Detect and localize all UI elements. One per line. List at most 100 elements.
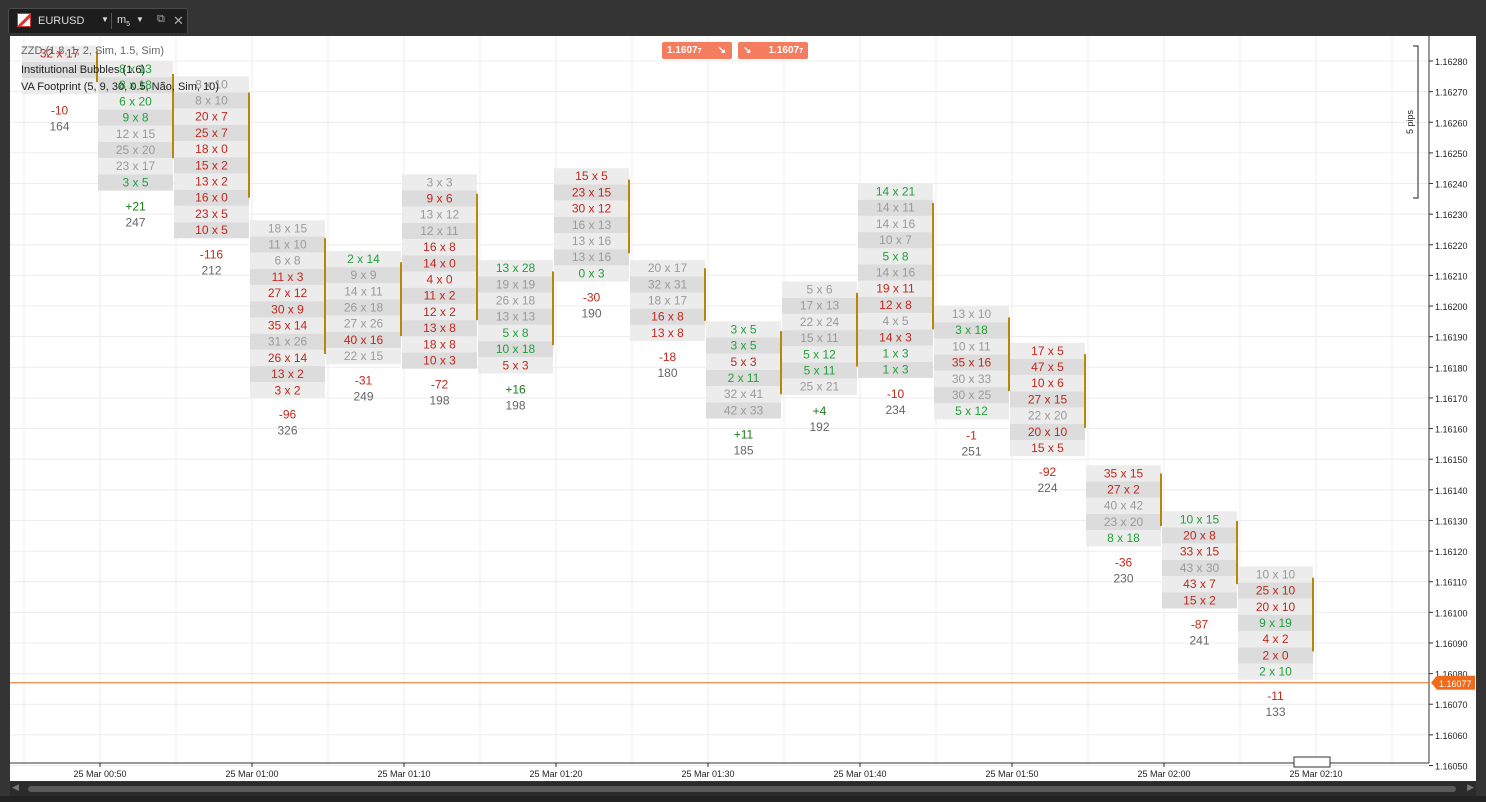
bar-volume: 190 <box>581 307 601 321</box>
footprint-cell-text: 10 x 15 <box>1180 512 1220 526</box>
symbol-label[interactable]: EURUSD <box>38 15 85 27</box>
x-axis-label: 25 Mar 01:40 <box>833 769 886 779</box>
scroll-left-icon[interactable]: ◀ <box>12 782 19 792</box>
current-price-marker <box>1431 675 1475 690</box>
footprint-cell <box>250 382 325 399</box>
footprint-cell <box>1086 481 1161 498</box>
footprint-cell <box>250 285 325 302</box>
footprint-cell <box>1238 614 1313 632</box>
footprint-cell-text: 26 x 14 <box>268 351 308 365</box>
legend-institutional-bubbles[interactable]: Institutional Bubbles (1.6) <box>21 64 146 76</box>
footprint-cell-text: 8 x 18 <box>1107 531 1140 545</box>
bar-delta: -31 <box>355 373 373 387</box>
footprint-cell <box>1086 465 1161 482</box>
footprint-cell-text: 10 x 11 <box>952 339 991 353</box>
chart-area[interactable]: 1.16280 1.16270 1.16260 1.16250 1.16240 1.162… <box>10 36 1476 781</box>
footprint-cell-text: 12 x 2 <box>423 305 456 319</box>
tab-separator <box>111 13 112 29</box>
footprint-cell <box>1238 647 1313 664</box>
x-axis-label: 25 Mar 01:20 <box>529 769 582 779</box>
footprint-cell <box>934 403 1009 420</box>
x-axis-label: 25 Mar 00:50 <box>73 769 126 779</box>
footprint-chart[interactable]: 1.16280 1.16270 1.16260 1.16250 1.16240 1.162… <box>10 36 1476 781</box>
footprint-cell-text: 16 x 0 <box>195 191 228 205</box>
footprint-cell-text: 14 x 0 <box>423 256 456 270</box>
close-icon[interactable]: ✕ <box>173 13 184 28</box>
horizontal-scrollbar[interactable]: ◀ ▶ <box>10 782 1476 796</box>
footprint-cell <box>402 303 477 321</box>
footprint-cell-text: 33 x 15 <box>1180 545 1220 559</box>
footprint-cell-text: 20 x 10 <box>1028 425 1068 439</box>
bar-volume: 224 <box>1037 481 1057 495</box>
footprint-cell-text: 13 x 8 <box>651 326 684 340</box>
bar-volume: 241 <box>1189 633 1209 647</box>
chart-tab[interactable]: EURUSD ▼ m5 ▼ ⧉ ✕ <box>8 8 188 33</box>
y-axis-label: 1.16280 <box>1435 57 1468 67</box>
footprint-cell-text: 13 x 8 <box>423 321 456 335</box>
footprint-cell <box>1086 497 1161 514</box>
footprint-cell <box>630 308 705 325</box>
footprint-cell-text: 3 x 5 <box>730 339 756 353</box>
footprint-cell-text: 6 x 8 <box>274 254 300 268</box>
footprint-cell-text: 35 x 16 <box>952 356 992 370</box>
timeframe-label[interactable]: m5 <box>117 14 131 29</box>
footprint-cell-text: 13 x 16 <box>572 250 612 264</box>
footprint-cell <box>858 329 933 346</box>
footprint-cell <box>934 370 1009 388</box>
footprint-cell <box>858 313 933 330</box>
footprint-cell-text: 27 x 12 <box>268 286 308 300</box>
footprint-cell-text: 9 x 6 <box>426 192 452 206</box>
footprint-cell <box>554 249 629 266</box>
scroll-thumb[interactable] <box>28 786 1456 792</box>
footprint-cell-text: 8 x 13 <box>119 62 152 76</box>
timeframe-dropdown-icon[interactable]: ▼ <box>136 15 144 24</box>
buy-price-button[interactable]: ↘ 1.16077 <box>738 42 808 59</box>
popout-icon[interactable]: ⧉ <box>157 13 165 25</box>
footprint-cell <box>1162 511 1237 528</box>
bar-delta: -92 <box>1039 465 1057 479</box>
footprint-cell-text: 25 x 21 <box>800 380 840 394</box>
bar-volume: 251 <box>961 444 981 458</box>
legend-zzd[interactable]: ZZD (1.8, 1, 2, Sim, 1.5, Sim) <box>21 45 165 57</box>
footprint-cell-text: 10 x 10 <box>1256 567 1296 581</box>
footprint-cell <box>250 349 325 367</box>
footprint-cell <box>402 174 477 191</box>
footprint-cell <box>98 142 173 159</box>
footprint-cell-text: 47 x 5 <box>1031 360 1064 374</box>
footprint-cell <box>402 190 477 207</box>
footprint-cell-text: 27 x 2 <box>1107 483 1140 497</box>
x-axis-label: 25 Mar 01:10 <box>377 769 430 779</box>
footprint-cell <box>706 337 781 354</box>
footprint-cell <box>402 320 477 337</box>
footprint-cell <box>1086 530 1161 547</box>
footprint-cell <box>706 402 781 419</box>
footprint-cell-text: 1 x 3 <box>882 363 908 377</box>
bar-volume: 247 <box>125 216 145 230</box>
footprint-cell-text: 26 x 18 <box>496 293 536 307</box>
footprint-cell <box>326 267 401 284</box>
footprint-cell <box>326 331 401 349</box>
footprint-cell <box>1162 559 1237 577</box>
footprint-cell <box>174 141 249 158</box>
y-axis-label: 1.16140 <box>1435 486 1468 496</box>
y-axis-label: 1.16050 <box>1435 761 1468 771</box>
symbol-dropdown-icon[interactable]: ▼ <box>101 15 109 24</box>
footprint-cell-text: 27 x 26 <box>344 317 384 331</box>
footprint-cell-text: 5 x 8 <box>502 326 528 340</box>
sell-price-button[interactable]: 1.16077 ↘ <box>662 42 732 59</box>
footprint-cell <box>98 174 173 191</box>
legend-va-footprint[interactable]: VA Footprint (5, 9, 30, 0.5, Não, Sim, 1… <box>21 81 219 93</box>
footprint-cell-text: 30 x 33 <box>952 372 992 386</box>
footprint-cell <box>858 361 933 378</box>
bottom-strip <box>0 796 1486 802</box>
scroll-right-icon[interactable]: ▶ <box>1467 782 1474 792</box>
footprint-cell <box>858 296 933 314</box>
footprint-cell <box>782 362 857 379</box>
footprint-cell <box>326 315 401 332</box>
footprint-cell-text: 14 x 16 <box>876 266 916 280</box>
footprint-cell-text: 5 x 6 <box>806 283 832 297</box>
footprint-cell <box>858 280 933 297</box>
footprint-cell <box>478 324 553 342</box>
footprint-cell-text: 8 x 10 <box>195 77 228 91</box>
footprint-cell-text: 30 x 9 <box>271 302 304 316</box>
